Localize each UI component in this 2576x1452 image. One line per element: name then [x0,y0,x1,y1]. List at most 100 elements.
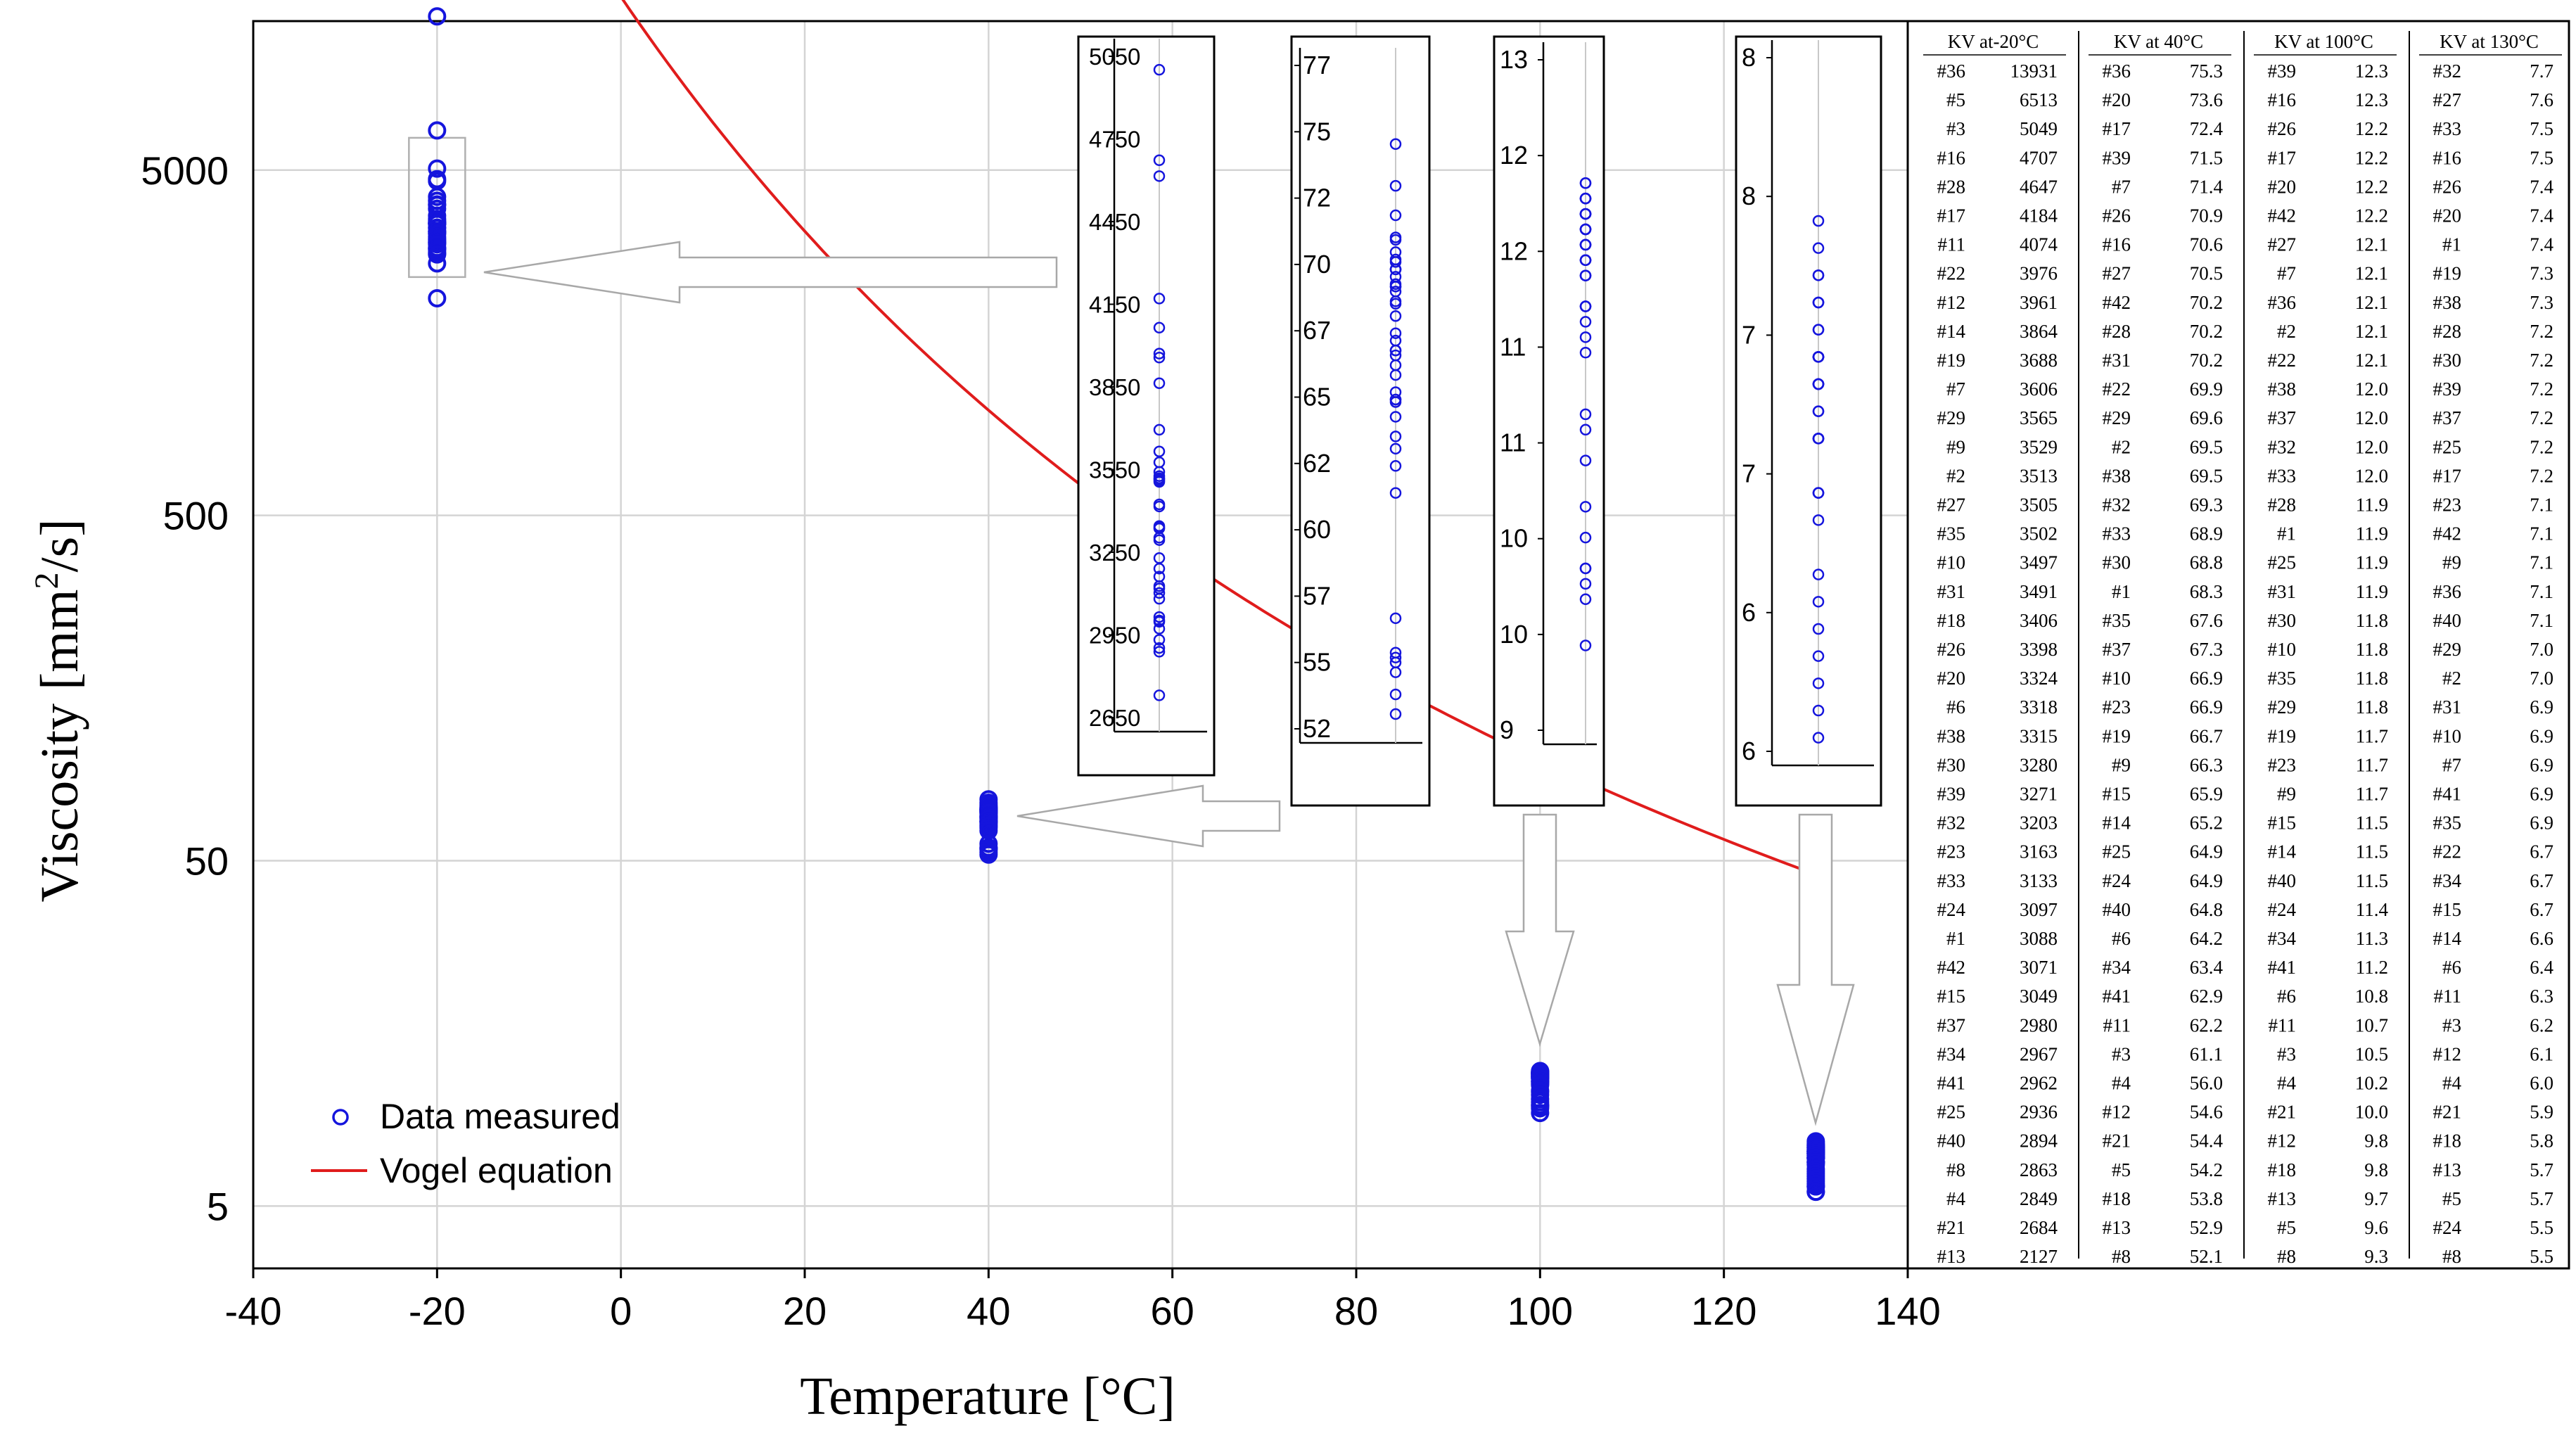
table-cell-value: 65.2 [2190,813,2223,834]
table-cell-id: #40 [2433,610,2462,631]
table-cell-id: #29 [2103,407,2131,428]
table-cell-value: 12.1 [2355,350,2388,371]
table-cell-value: 10.8 [2355,986,2388,1007]
table-cell-value: 68.9 [2190,523,2223,544]
table-cell-id: #8 [2277,1246,2296,1267]
inset-tick-label: 52 [1303,714,1331,743]
table-cell-id: #30 [1937,754,1966,775]
table-cell-id: #1 [2442,234,2461,255]
table-cell-value: 11.8 [2356,668,2388,689]
table-cell-id: #18 [2433,1131,2462,1152]
table-cell-id: #1 [2277,523,2296,544]
table-cell-id: #29 [1937,407,1966,428]
inset-tick-label: 8 [1742,43,1756,72]
table-cell-value: 52.1 [2190,1246,2223,1267]
table-cell-value: 66.3 [2190,754,2223,775]
table-cell-id: #15 [2433,899,2462,920]
table-cell-value: 6.9 [2530,696,2553,718]
table-cell-value: 5.9 [2530,1102,2553,1123]
table-cell-id: #5 [2442,1188,2461,1209]
table-cell-id: #40 [1937,1131,1966,1152]
table-cell-value: 12.2 [2355,176,2388,197]
table-cell-id: #8 [2112,1246,2131,1267]
table-cell-value: 7.3 [2530,263,2553,284]
table-cell-value: 7.4 [2530,234,2553,255]
table-cell-value: 5049 [2020,118,2058,139]
table-cell-id: #18 [1937,610,1966,631]
table-cell-id: #28 [2103,321,2131,342]
table-cell-id: #17 [2433,465,2462,486]
inset-tick-label: 7 [1742,459,1756,488]
inset-tick-label: 13 [1500,45,1528,74]
x-tick-label: 0 [610,1289,632,1333]
table-cell-value: 2967 [2020,1043,2058,1064]
data-points [408,7,1825,1202]
table-cell-id: #39 [2433,378,2462,400]
table-cell-id: #6 [2277,986,2296,1007]
inset-data-point [1389,651,1402,663]
table-cell-id: #25 [1937,1102,1966,1123]
table-cell-id: #36 [1937,60,1966,82]
inset-data-point [1812,378,1825,390]
table-cell-id: #39 [2103,147,2131,168]
table-cell-id: #27 [2268,234,2297,255]
table-cell-id: #22 [2268,350,2297,371]
inset-data-point [1389,431,1402,442]
table-cell-id: #33 [2268,465,2297,486]
table-cell-value: 11.9 [2356,581,2388,602]
table-cell-value: 70.6 [2190,234,2223,255]
inset-data-point [1389,281,1402,293]
table-cell-value: 9.8 [2364,1131,2388,1152]
inset-tick-label: 2950 [1089,623,1140,649]
table-cell-id: #6 [1946,696,1965,718]
table-cell-value: 7.1 [2530,581,2553,602]
table-cell-id: #31 [2103,350,2131,371]
inset-tick-label: 6 [1742,598,1756,627]
table-cell-value: 3280 [2020,754,2058,775]
inset-data-point [1153,476,1166,488]
table-cell-value: 12.0 [2355,465,2388,486]
table-cell-value: 3097 [2020,899,2058,920]
inset-tick-label: 4450 [1089,209,1140,235]
table-cell-value: 70.9 [2190,205,2223,227]
table-cell-value: 69.9 [2190,378,2223,400]
table-cell-value: 6.9 [2530,813,2553,834]
inset-data-point [1579,316,1592,328]
inset-tick-label: 55 [1303,648,1331,677]
table-cell-id: #6 [2112,928,2131,949]
inset-data-point [1389,666,1402,678]
inset-data-point [1812,650,1825,662]
table-cell-value: 7.7 [2530,60,2553,82]
inset-tick-label: 70 [1303,250,1331,279]
table-cell-value: 69.6 [2190,407,2223,428]
table-cell-value: 11.7 [2356,784,2388,805]
table-cell-id: #34 [2268,928,2297,949]
table-cell-id: #4 [2277,1073,2297,1094]
data-point [428,288,447,307]
table-cell-id: #9 [2112,754,2131,775]
table-cell-id: #24 [2268,899,2297,920]
table-cell-value: 52.9 [2190,1217,2223,1238]
table-cell-value: 63.4 [2190,957,2224,978]
inset-data-point [1812,732,1825,744]
table-cell-value: 64.9 [2190,870,2223,891]
inset-data-point [1579,300,1592,312]
y-axis-title: Viscosity [mm2/s] [28,518,89,902]
table-cell-value: 9.7 [2364,1188,2388,1209]
table-cell-id: #25 [2433,436,2462,457]
inset-data-point [1389,487,1402,499]
inset-tick-label: 6 [1742,737,1756,765]
table-cell-value: 3071 [2020,957,2058,978]
inset-data-point [1153,154,1166,167]
table-cell-id: #29 [2268,696,2297,718]
inset-data-point [1579,192,1592,205]
table-cell-id: #35 [2268,668,2297,689]
table-cell-value: 3961 [2020,292,2058,313]
table-cell-id: #31 [2433,696,2462,718]
table-cell-id: #23 [2103,696,2131,718]
table-cell-value: 12.0 [2355,378,2388,400]
table-cell-value: 11.5 [2356,841,2388,862]
inset-data-point [1389,411,1402,423]
table-cell-value: 7.0 [2530,639,2553,660]
table-cell-id: #28 [2268,495,2297,516]
